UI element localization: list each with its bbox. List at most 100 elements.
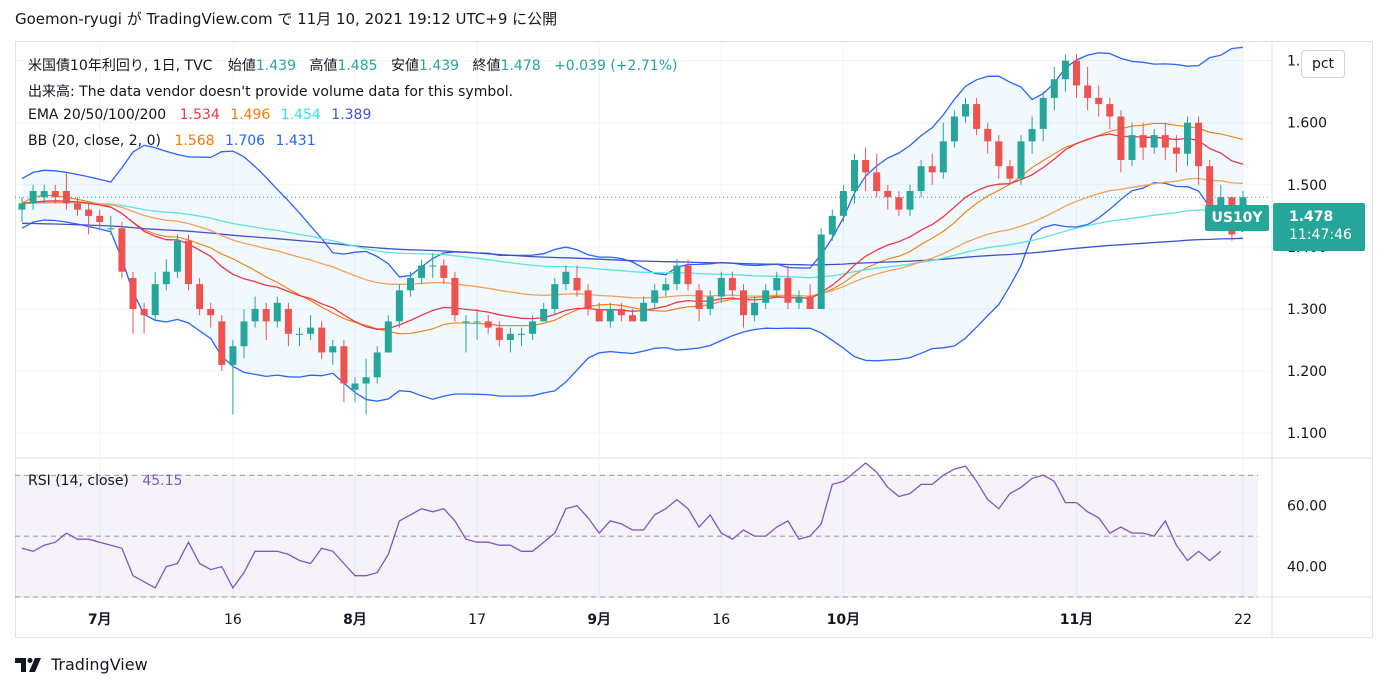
x-tick-label: 17 [468, 612, 486, 628]
last-price: 1.478 [1289, 209, 1334, 225]
candle-body [51, 191, 59, 198]
ema200-value: 1.389 [331, 107, 372, 123]
candle-body [751, 302, 759, 316]
candle-body [118, 228, 126, 272]
rsi-tick-label: 40.00 [1287, 560, 1327, 576]
candle-body [1195, 122, 1203, 167]
candle-body [706, 296, 714, 309]
candle-body [74, 203, 81, 210]
candle-body [351, 383, 359, 390]
candle-body [340, 346, 348, 384]
y-tick-label: 1.600 [1287, 116, 1327, 132]
candle-body [762, 290, 770, 303]
candle-body [617, 308, 625, 316]
candle-body [1161, 135, 1169, 148]
candle-body [973, 104, 981, 129]
candle-body [395, 290, 403, 322]
candle-body [440, 265, 448, 278]
bb-fill [22, 47, 1243, 402]
candle-body [1073, 60, 1080, 86]
ema-legend: EMA 20/50/100/200 1.534 1.496 1.454 1.38… [28, 107, 374, 123]
candle-body [851, 159, 858, 192]
candle-body [318, 327, 326, 353]
chart-frame [15, 41, 1373, 638]
candle-body [839, 191, 847, 216]
candle-body [662, 284, 670, 291]
candle-body [950, 116, 958, 142]
candle-body [917, 166, 925, 192]
candle-body [229, 346, 237, 365]
candle-body [495, 327, 503, 341]
rsi-legend: RSI (14, close) 45.15 [28, 473, 185, 489]
candle-body [407, 277, 414, 291]
candle-body [773, 277, 781, 291]
candle-body [418, 265, 426, 278]
candle-body [640, 302, 648, 322]
candle-body [362, 377, 370, 384]
candle-body [140, 308, 148, 316]
candle-body [251, 308, 259, 322]
candle-body [518, 333, 525, 335]
candle-body [717, 277, 725, 297]
bb-lower-value: 1.431 [275, 133, 316, 149]
pct-button[interactable]: pct [1301, 50, 1345, 78]
candle-body [784, 277, 792, 303]
open-label: 始値 [227, 58, 256, 74]
x-tick-label: 9月 [587, 612, 611, 628]
candle-body [817, 234, 825, 309]
price-badge: 1.478 11:47:46 [1273, 203, 1365, 251]
candle-body [185, 240, 192, 285]
candle-body [1150, 135, 1158, 148]
x-tick-label: 8月 [343, 612, 367, 628]
candle-body [828, 215, 836, 235]
candle-body [29, 191, 37, 204]
bar-countdown: 11:47:46 [1289, 227, 1352, 243]
bb-legend: BB (20, close, 2, 0) 1.568 1.706 1.431 [28, 133, 319, 149]
open-value: 1.439 [255, 58, 296, 74]
x-tick-label: 7月 [88, 612, 112, 628]
symbol-badge: US10Y [1205, 205, 1269, 231]
candle-body [240, 321, 248, 347]
candle-body [173, 240, 181, 272]
symbol-label: 米国債10年利回り, 1日, TVC [28, 58, 213, 74]
rsi-line [21, 462, 1222, 590]
y-tick-label: 1.200 [1287, 364, 1327, 380]
bb-basis-line [21, 122, 1244, 335]
candle-body [307, 327, 315, 334]
candle-body [551, 284, 559, 309]
candle-body [573, 277, 581, 291]
candle-body [506, 333, 514, 341]
candle-body [740, 290, 747, 316]
y-tick-label: 1.100 [1287, 426, 1327, 442]
bb-label: BB (20, close, 2, 0) [28, 133, 161, 149]
x-tick-label: 16 [712, 612, 730, 628]
rsi-value: 45.15 [142, 473, 183, 489]
candle-body [462, 321, 470, 323]
candle-body [673, 265, 681, 285]
candle-body [1061, 60, 1069, 80]
candle-body [296, 333, 303, 335]
publish-header: Goemon-ryugi が TradingView.com で 11月 10,… [15, 10, 558, 28]
candle-body [1139, 135, 1147, 148]
candle-body [129, 277, 137, 309]
candle-body [1128, 135, 1136, 160]
x-tick-label: 22 [1234, 612, 1252, 628]
candle-body [1095, 97, 1103, 105]
candle-body [629, 315, 636, 322]
candle-body [684, 265, 692, 285]
low-value: 1.439 [418, 58, 460, 74]
candle-body [85, 209, 93, 216]
ema50-line [21, 177, 1244, 299]
rsi-label: RSI (14, close) [28, 473, 129, 489]
candle-body [1039, 97, 1047, 129]
y-tick-label: 1.300 [1287, 302, 1327, 318]
candle-body [728, 277, 736, 291]
candle-body [595, 308, 603, 322]
x-tick-label: 16 [224, 612, 242, 628]
ema100-line [21, 202, 1244, 279]
y-tick-label: 1.500 [1287, 178, 1327, 194]
candle-body [795, 296, 803, 303]
candle-body [107, 228, 115, 230]
candle-body [895, 197, 903, 210]
